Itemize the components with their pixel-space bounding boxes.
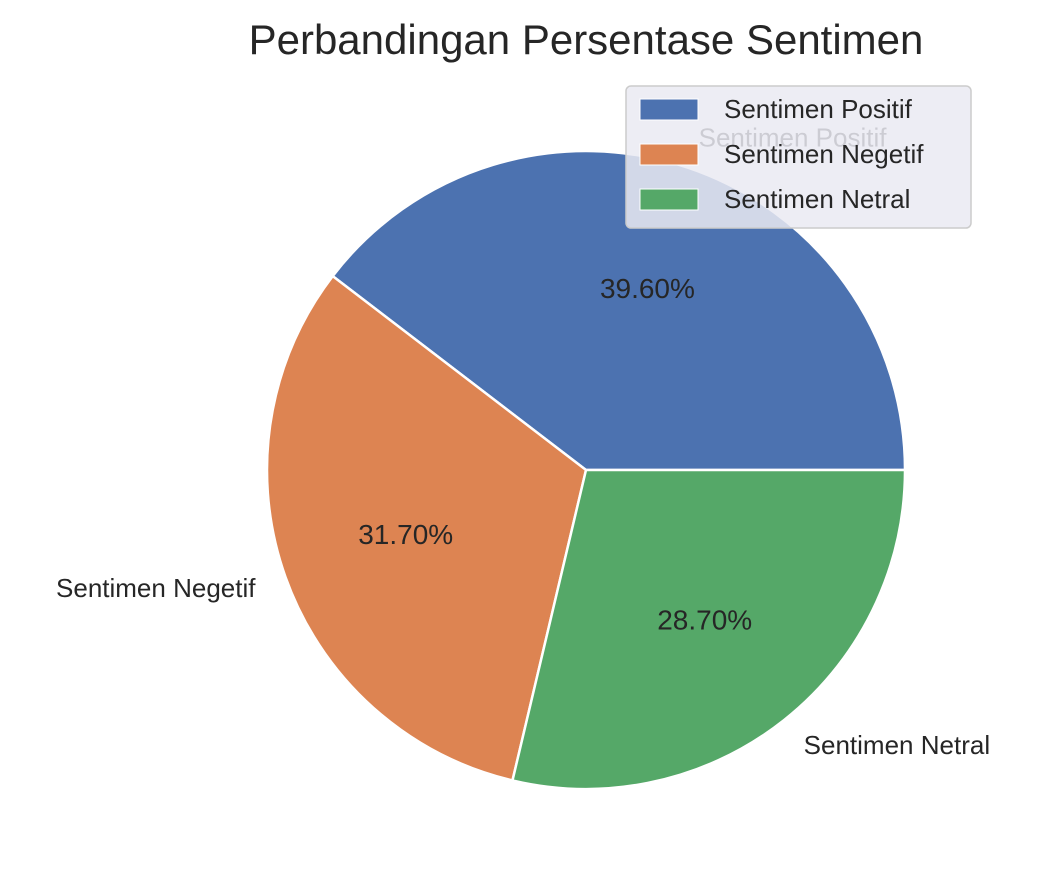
percentage-label-sentimen-netral: 28.70% — [657, 605, 752, 636]
legend-label-sentimen-positif: Sentimen Positif — [724, 94, 913, 124]
pie-slices — [265, 149, 907, 791]
legend: Sentimen Positif Sentimen Negetif Sentimen… — [625, 85, 972, 229]
percentage-label-sentimen-negetif: 31.70% — [358, 519, 453, 550]
legend-swatch-sentimen-netral — [639, 188, 699, 211]
legend-label-sentimen-netral: Sentimen Netral — [724, 184, 910, 214]
legend-frame — [625, 85, 972, 229]
legend-swatch-sentimen-negetif — [639, 143, 699, 166]
chart-title: Perbandingan Persentase Sentimen — [249, 16, 924, 63]
slice-label-sentimen-negetif: Sentimen Negetif — [56, 573, 256, 603]
percentage-label-sentimen-positif: 39.60% — [600, 273, 695, 304]
legend-entries: Sentimen Positif Sentimen Negetif Sentimen… — [639, 94, 924, 214]
legend-swatch-sentimen-positif — [639, 98, 699, 121]
pie-slice-sentimen-negetif — [265, 274, 588, 782]
slice-label-sentimen-netral: Sentimen Netral — [804, 730, 990, 760]
legend-label-sentimen-negetif: Sentimen Negetif — [724, 139, 924, 169]
percentage-labels: 39.60% 31.70% 28.70% — [358, 273, 752, 635]
pie-slice-sentimen-netral — [511, 468, 907, 791]
